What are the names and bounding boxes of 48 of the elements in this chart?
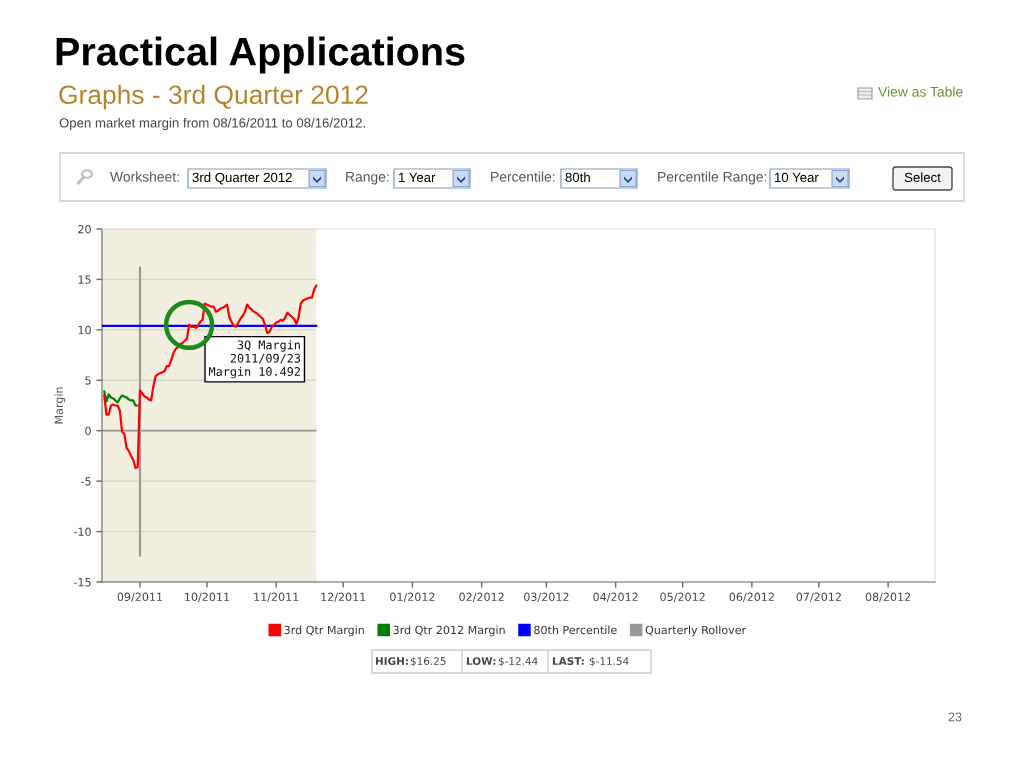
text: LOW: — [466, 657, 496, 666]
text: Range: — [346, 172, 389, 185]
text: Percentile: — [491, 171, 555, 182]
y-tick-label: -5 — [81, 477, 91, 486]
chart-title: Practical Applications — [56, 36, 465, 74]
x-tick-label: 04/2012 — [593, 592, 638, 602]
x-tick-label: 11/2011 — [254, 592, 299, 602]
text: 10 Year — [775, 172, 819, 183]
text: HIGH: — [375, 657, 408, 666]
y-tick-label: -15 — [73, 578, 91, 587]
y-tick-label: 5 — [85, 376, 91, 385]
legend-label: Quarterly Rollover — [645, 625, 747, 637]
y-axis-title: Margin — [54, 387, 66, 424]
x-tick-label: 10/2011 — [185, 592, 230, 602]
text: $-12.44 — [498, 656, 538, 667]
x-tick-label: 09/2011 — [117, 592, 163, 602]
y-tick-label: 0 — [85, 426, 91, 436]
y-tick-label: 10 — [78, 325, 91, 335]
text: 80th — [565, 172, 590, 183]
text: Worksheet: — [110, 171, 179, 182]
x-tick-label: 05/2012 — [660, 592, 705, 602]
text: View as Table — [878, 86, 963, 97]
x-tick-label: 02/2012 — [459, 592, 504, 602]
x-tick-label: 01/2012 — [390, 592, 435, 602]
x-tick-label: 03/2012 — [524, 592, 569, 602]
legend-label: 80th Percentile — [534, 625, 617, 635]
x-tick-label: 08/2012 — [865, 592, 911, 602]
text: LAST: — [552, 657, 584, 666]
text: $16.25 — [410, 656, 446, 667]
text: 23 — [948, 712, 962, 722]
text: Select — [904, 172, 941, 183]
y-tick-label: 15 — [78, 275, 91, 284]
text: Percentile Range: — [658, 171, 767, 185]
text: $-11.54 — [589, 656, 629, 667]
x-tick-label: 07/2012 — [796, 592, 841, 602]
legend-label: 3rd Qtr 2012 Margin — [393, 625, 505, 637]
y-tick-label: 20 — [78, 224, 91, 234]
text: 3rd Quarter 2012 — [192, 172, 292, 185]
text: Open market margin from 08/16/2011 to 08/16/2012. — [59, 117, 365, 131]
x-tick-label: 06/2012 — [729, 592, 774, 602]
chart-subtitle: Graphs - 3rd Quarter 2012 — [59, 84, 368, 110]
y-tick-label: -10 — [73, 527, 91, 536]
line-series — [103, 284, 318, 470]
x-tick-label: 12/2011 — [321, 592, 366, 602]
text: 1 Year — [399, 172, 436, 183]
line-series — [103, 390, 139, 407]
legend-label: 3rd Qtr Margin — [284, 625, 364, 637]
annotation: 3Q Margin 2011/09/23 Margin 10.492 — [209, 340, 301, 379]
